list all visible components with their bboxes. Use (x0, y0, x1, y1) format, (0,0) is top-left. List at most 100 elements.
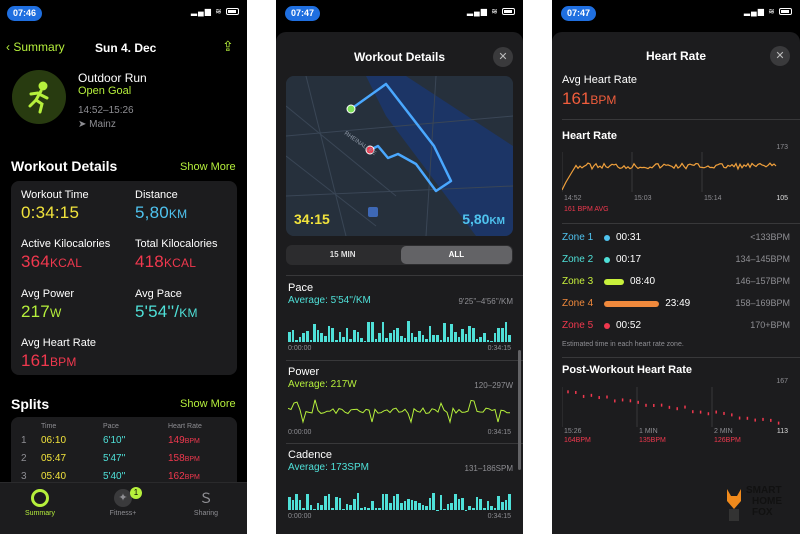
chart-bar (324, 496, 327, 510)
chart-bar (356, 492, 360, 510)
tab-sharing[interactable]: Ｓ Sharing (193, 490, 219, 517)
avg-hr-label: Avg Heart Rate (21, 337, 97, 349)
workout-time-range: 14:52–15:26 (78, 105, 134, 116)
chart-bar (500, 328, 504, 342)
watermark-text: SMART HOME FOX (746, 485, 782, 518)
chart-bar (468, 326, 472, 342)
battery-icon (502, 8, 515, 16)
chart-bar (320, 333, 324, 342)
chart-bar (472, 508, 475, 510)
chart-bar (338, 497, 342, 510)
zone-time: 00:31 (616, 232, 642, 243)
avg-hr-label: Avg Heart Rate (562, 74, 638, 86)
workout-location: ➤ Mainz (78, 119, 116, 130)
zone-name: Zone 4 (562, 298, 594, 309)
chart-bar (443, 322, 446, 342)
chart-bar (425, 506, 428, 510)
chart-bar (327, 494, 331, 510)
chart-bar (381, 322, 385, 342)
sheet-title: Heart Rate (645, 49, 707, 63)
back-button[interactable]: ‹ Summary (6, 40, 65, 54)
chart-bar (306, 331, 309, 342)
status-bar: 07:47 ▂▄▆ ≋ (276, 0, 523, 22)
chart-bar (475, 496, 479, 510)
chart-bar (381, 493, 385, 510)
tab-fitness[interactable]: ✦ Fitness+ 1 (83, 487, 163, 517)
section-title: Workout Details (11, 158, 118, 174)
chart-bar (385, 494, 389, 510)
seg-all[interactable]: ALL (400, 246, 512, 264)
chart-bar (360, 338, 363, 342)
splits-title: Splits (11, 396, 50, 412)
chart-bar (417, 502, 421, 510)
pace-axis-start: 0:00:00 (288, 345, 312, 352)
chart-bar (374, 339, 378, 342)
chart-bar (363, 507, 367, 510)
route-map[interactable]: RHEINALLEE 34:15 5,80KM (286, 76, 513, 236)
chart-bar (497, 496, 500, 510)
chart-bar (345, 327, 349, 342)
chart-bar (410, 499, 414, 510)
hr-avg-note: 161 BPM AVG (564, 206, 609, 213)
chart-bar (439, 340, 443, 342)
chart-bar (508, 493, 511, 510)
battery-icon (779, 8, 792, 16)
tab-bar: Summary ✦ Fitness+ 1 Ｓ Sharing (0, 482, 247, 534)
chart-bar (439, 494, 443, 510)
post-value-1: 135BPM (639, 437, 666, 444)
cadence-chart (288, 478, 511, 510)
pace-range: 9'25''–4'56''/KM (458, 297, 513, 306)
avg-power-label: Avg Power (21, 288, 74, 300)
chart-bar (389, 502, 392, 510)
show-more-button[interactable]: Show More (180, 161, 236, 173)
share-icon[interactable]: ⇪ (222, 38, 234, 54)
page-title: Sun 4. Dec (95, 41, 157, 55)
chart-bar (295, 494, 298, 510)
chart-bar (450, 503, 454, 510)
chart-bar (396, 327, 399, 342)
chart-bar (327, 325, 331, 342)
status-bar: 07:47 ▂▄▆ ≋ (552, 0, 800, 22)
zone-bar (604, 301, 660, 307)
chart-bar (493, 333, 497, 342)
chart-bar (349, 504, 352, 510)
zone-bar (604, 257, 610, 263)
chart-bar (493, 507, 497, 510)
chart-bar (425, 338, 428, 342)
zone-time: 00:17 (616, 254, 642, 265)
chart-bar (403, 500, 407, 510)
zone-range: 158–169BPM (735, 298, 790, 308)
chart-bar (288, 497, 291, 510)
close-button[interactable]: ✕ (770, 46, 790, 66)
chart-bar (313, 508, 316, 510)
close-button[interactable]: ✕ (493, 47, 513, 67)
chart-bar (338, 331, 342, 342)
zone-range: 134–145BPM (735, 254, 790, 264)
map-time: 34:15 (294, 211, 330, 227)
chart-bar (298, 500, 302, 510)
zone-range: 170+BPM (750, 320, 790, 330)
chart-bar (316, 502, 320, 510)
chart-bar (334, 496, 338, 510)
map-svg: RHEINALLEE (286, 76, 513, 236)
zone-bar (604, 235, 610, 241)
divider (286, 275, 523, 276)
chart-bar (356, 331, 360, 342)
avg-pace-value: 5'54''/KM (135, 302, 198, 321)
tab-summary[interactable]: Summary (0, 489, 80, 517)
seg-15min[interactable]: 15 MIN (329, 250, 356, 259)
avg-power-value: 217W (21, 302, 62, 321)
chart-bar (352, 499, 356, 510)
fox-icon (724, 487, 744, 523)
status-icons: ▂▄▆ ≋ (191, 7, 239, 16)
divider (562, 223, 800, 224)
splits-header-pace: Pace (103, 423, 119, 430)
hr-x-label-2: 15:14 (704, 195, 722, 202)
splits-show-more-button[interactable]: Show More (180, 398, 236, 410)
avg-pace-label: Avg Pace (135, 288, 182, 300)
chart-bar (407, 498, 410, 510)
cadence-range: 131–186SPM (464, 464, 513, 473)
heart-sheet: Heart Rate ✕ Avg Heart Rate 161BPM Heart… (552, 32, 800, 534)
scrollbar[interactable] (518, 350, 521, 470)
chart-bar (316, 329, 320, 342)
